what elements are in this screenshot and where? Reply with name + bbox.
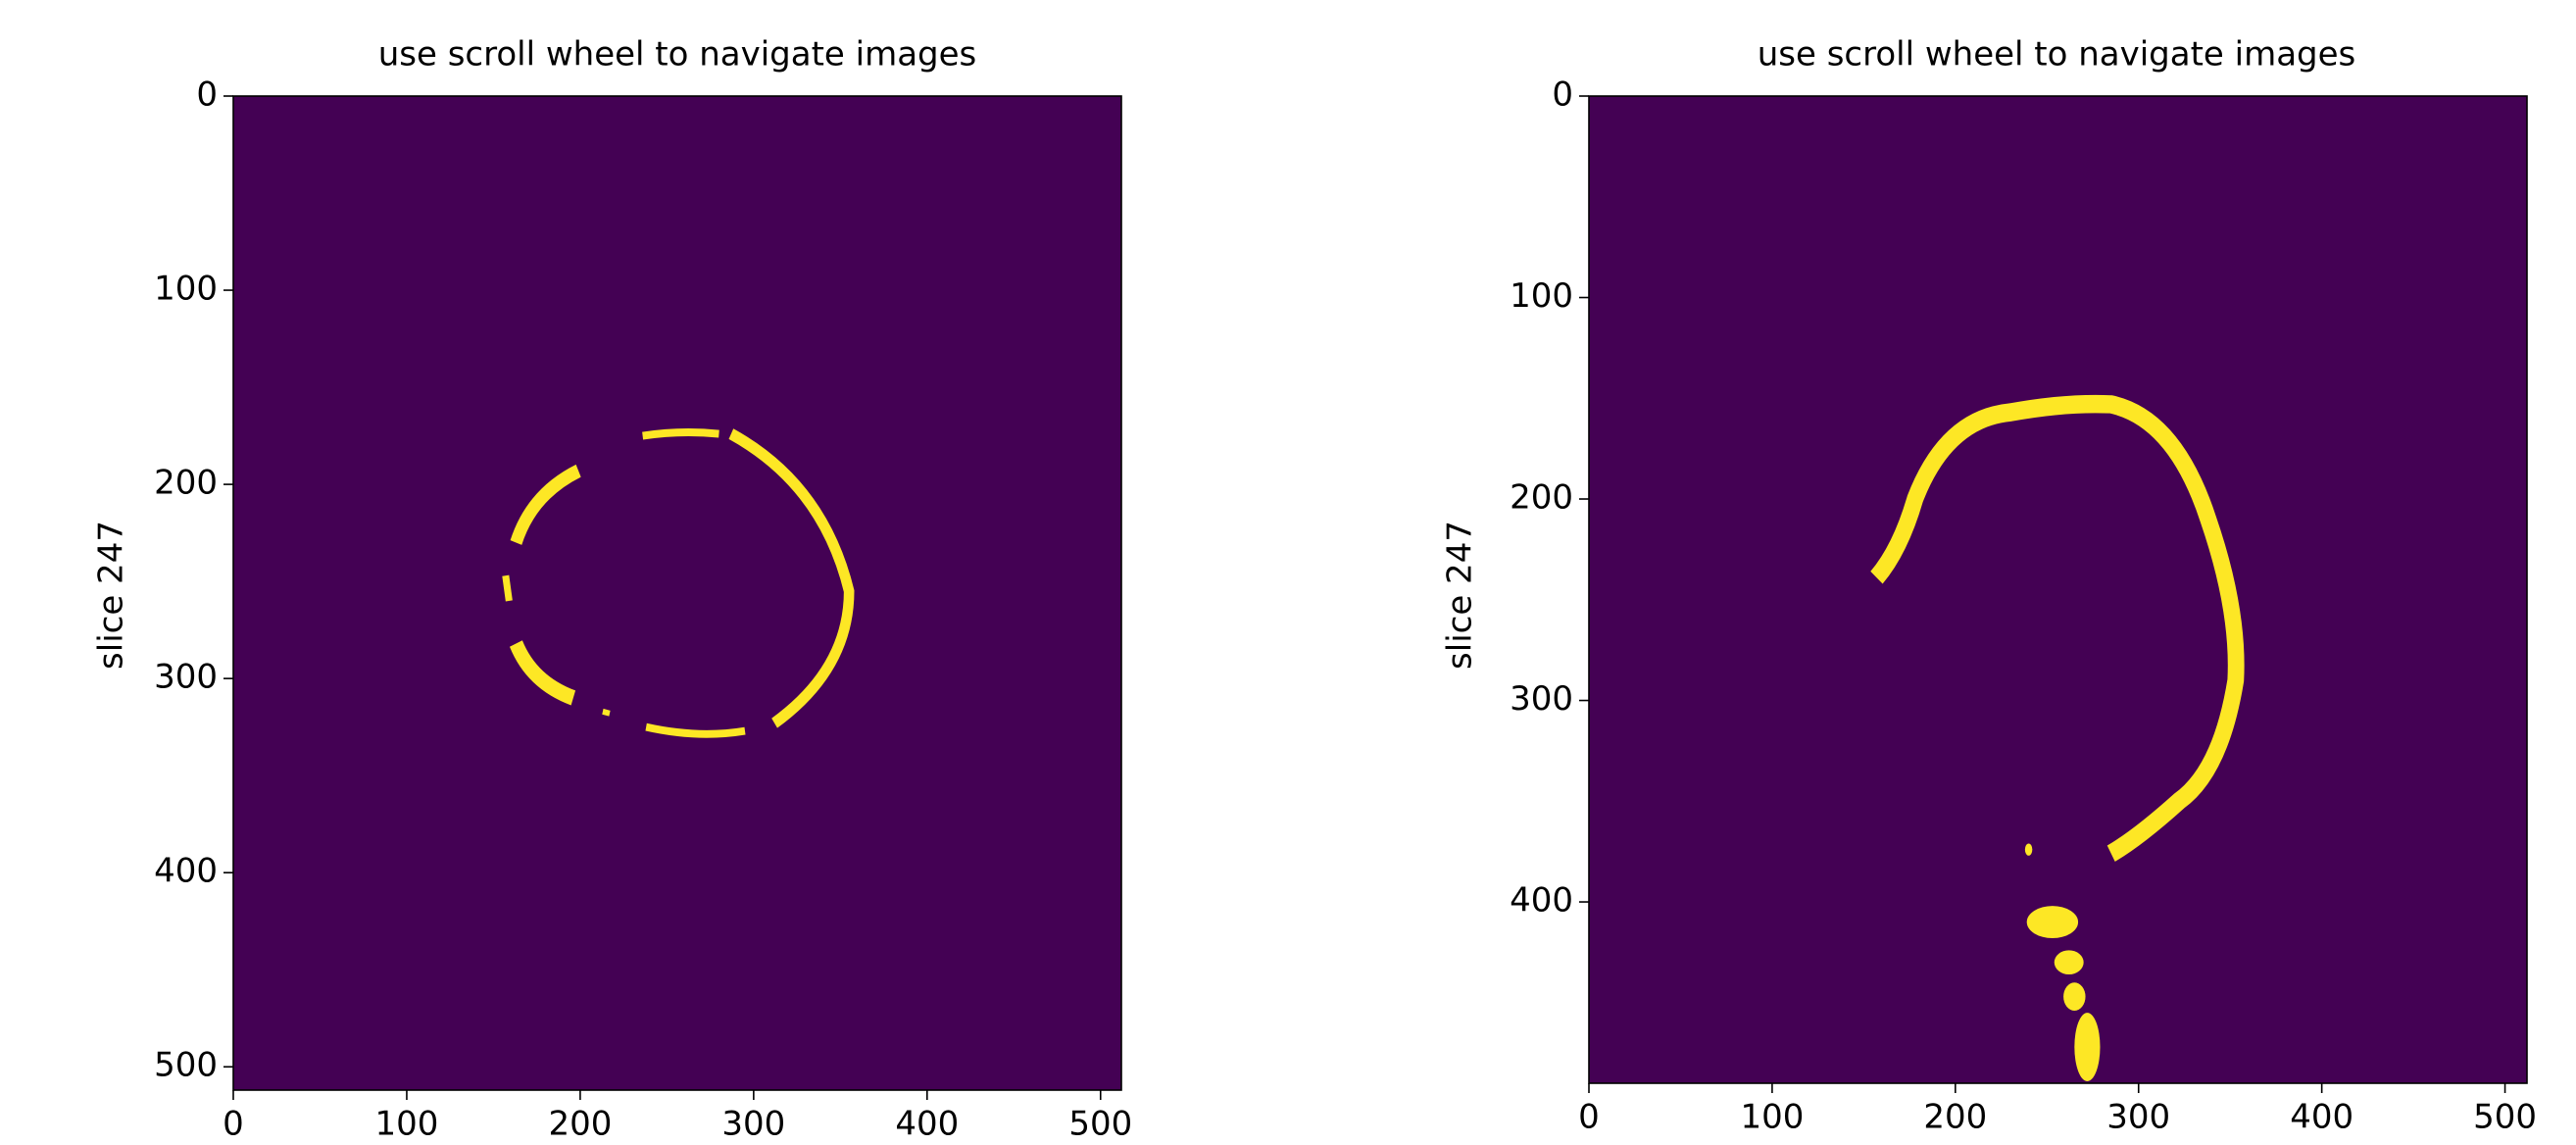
x-tick-label: 300: [721, 1105, 785, 1144]
axes-title: use scroll wheel to navigate images: [378, 35, 977, 75]
y-tick-label: 400: [154, 852, 218, 891]
x-tick-label: 500: [1068, 1105, 1132, 1144]
mask-region: [643, 432, 719, 436]
y-axis-label: slice 247: [1441, 521, 1480, 670]
mask-region: [2063, 982, 2085, 1011]
y-tick-label: 0: [1552, 75, 1573, 115]
mask-region: [506, 575, 510, 601]
y-tick-label: 400: [1510, 881, 1573, 921]
x-tick-label: 100: [375, 1105, 439, 1144]
y-tick-label: 200: [1510, 478, 1573, 518]
mask-region: [2055, 950, 2084, 974]
x-tick-label: 400: [895, 1105, 959, 1144]
x-tick-label: 300: [2106, 1098, 2170, 1137]
x-tick-label: 500: [2473, 1098, 2537, 1137]
x-tick-label: 0: [223, 1105, 244, 1144]
x-tick-label: 200: [548, 1105, 612, 1144]
mask-region: [2074, 1013, 2100, 1081]
axes-title: use scroll wheel to navigate images: [1758, 35, 2356, 75]
y-tick-label: 100: [154, 270, 218, 309]
figure: use scroll wheel to navigate images slice…: [0, 0, 2576, 1145]
x-tick-label: 200: [1923, 1098, 1987, 1137]
y-axis-label: slice 247: [92, 521, 131, 670]
x-tick-label: 0: [1578, 1098, 1600, 1137]
mask-region: [2027, 906, 2078, 938]
mask-region: [2025, 843, 2032, 855]
x-tick-label: 400: [2290, 1098, 2353, 1137]
y-tick-label: 300: [1510, 679, 1573, 719]
mask-region: [603, 712, 610, 714]
y-tick-label: 500: [154, 1046, 218, 1085]
y-tick-label: 100: [1510, 276, 1573, 316]
x-tick-label: 100: [1740, 1098, 1804, 1137]
y-tick-label: 200: [154, 464, 218, 503]
image: [233, 96, 1121, 1090]
y-tick-label: 0: [196, 75, 218, 115]
y-tick-label: 300: [154, 658, 218, 697]
